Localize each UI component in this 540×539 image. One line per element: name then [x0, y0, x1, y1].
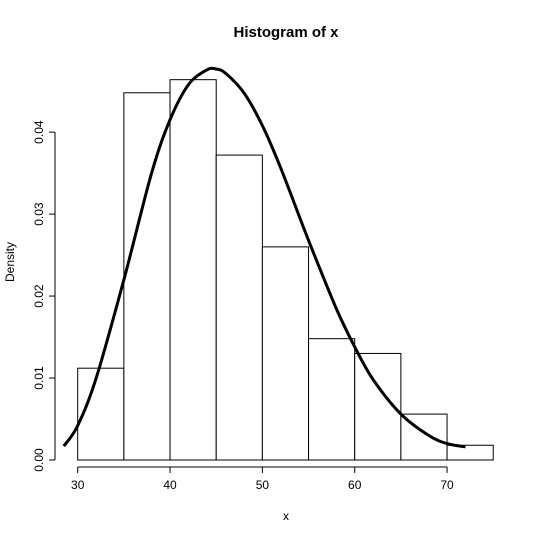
histogram-bar-3: [169, 79, 217, 461]
histogram-bars: [77, 79, 494, 461]
y-tick-label: 0.02: [32, 284, 46, 308]
x-tick-label: 60: [348, 478, 362, 492]
y-axis: 0.00 0.01 0.02 0.03 0.04: [32, 120, 56, 472]
y-tick-label: 0.04: [32, 120, 46, 144]
y-tick-label: 0.01: [32, 366, 46, 390]
histogram-bar-2: [123, 92, 171, 461]
x-tick-label: 50: [256, 478, 270, 492]
y-tick-label: 0.03: [32, 202, 46, 226]
histogram-bar-5: [261, 246, 310, 461]
x-tick-label: 70: [440, 478, 454, 492]
histogram-bar-9: [446, 444, 494, 461]
histogram-bar-6: [308, 338, 356, 461]
x-axis-label: x: [283, 509, 289, 523]
y-axis-label: Density: [3, 242, 17, 282]
x-tick-label: 40: [163, 478, 177, 492]
x-axis: 30 40 50 60 70: [71, 466, 454, 492]
chart-title: Histogram of x: [233, 24, 339, 41]
x-tick-label: 30: [71, 478, 85, 492]
histogram-bar-4: [215, 154, 263, 461]
density-curve: [62, 66, 466, 449]
histogram-bar-1: [77, 367, 125, 461]
y-tick-label: 0.00: [32, 448, 46, 472]
